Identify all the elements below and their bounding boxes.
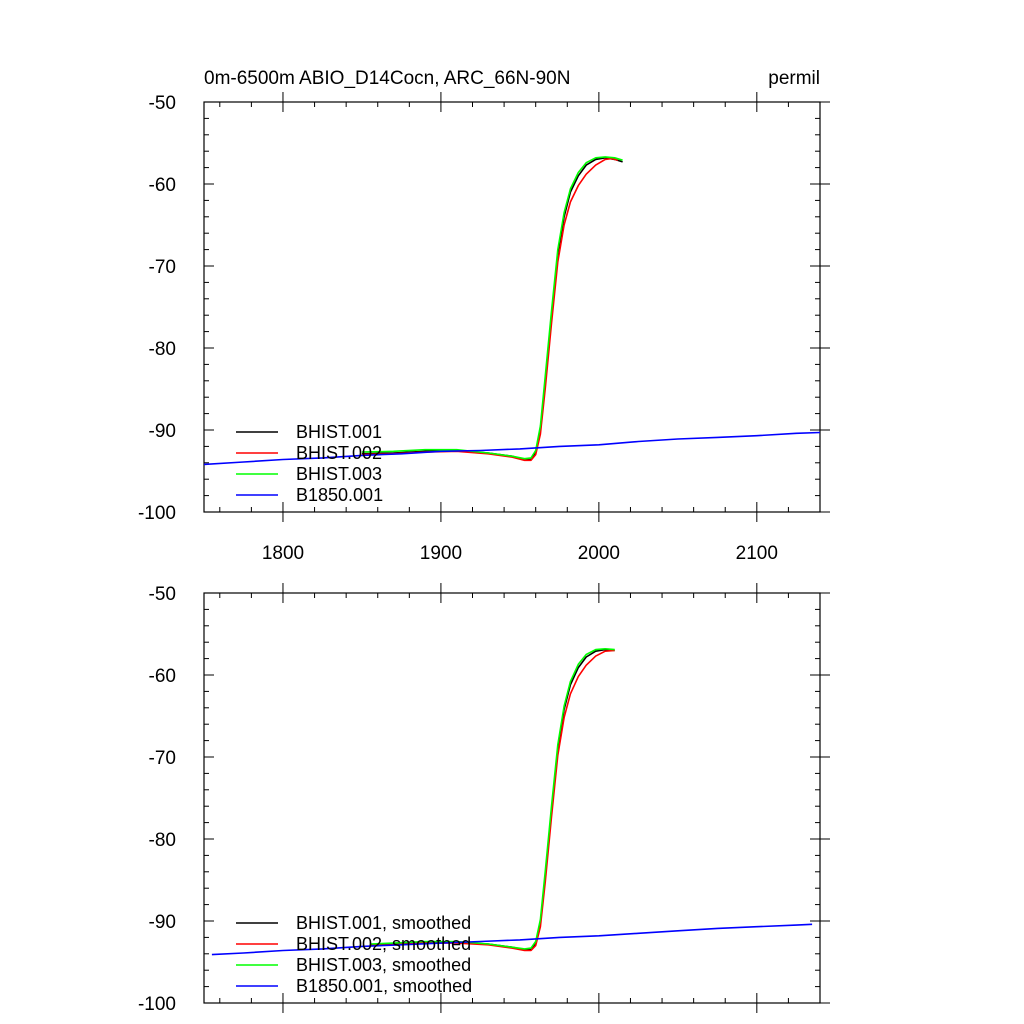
legend-label: BHIST.002: [296, 443, 382, 463]
y-tick-label: -70: [149, 257, 176, 278]
legend-label: B1850.001, smoothed: [296, 976, 472, 996]
series-line-2: [369, 649, 615, 952]
legend-label: BHIST.003, smoothed: [296, 955, 471, 975]
y-tick-label: -90: [149, 421, 176, 442]
plot-frame: [203, 592, 821, 1004]
y-tick-label: -70: [149, 748, 176, 769]
y-tick-label: -50: [149, 584, 176, 605]
series-line-2: [361, 157, 618, 462]
series-line-4: [203, 431, 821, 466]
y-tick-label: -90: [149, 912, 176, 933]
series-line-3: [369, 648, 615, 950]
x-tick-label: 2100: [736, 543, 778, 564]
x-tick-label: 1800: [262, 543, 304, 564]
y-tick-label: -60: [149, 175, 176, 196]
y-tick-label: -100: [138, 503, 176, 524]
series-line-1: [369, 648, 615, 951]
top-panel: 0m-6500m ABIO_D14Cocn, ARC_66N-90N permi…: [138, 68, 830, 564]
legend-label: BHIST.003: [296, 464, 382, 484]
units-label: permil: [768, 68, 820, 89]
y-tick-label: -50: [149, 93, 176, 114]
legend-label: B1850.001: [296, 485, 383, 505]
y-tick-label: -60: [149, 666, 176, 687]
series-line-3: [361, 156, 623, 460]
legend-label: BHIST.001: [296, 422, 382, 442]
chart-title: 0m-6500m ABIO_D14Cocn, ARC_66N-90N: [204, 68, 570, 89]
y-tick-label: -80: [149, 339, 176, 360]
legend-label: BHIST.002, smoothed: [296, 934, 471, 954]
x-tick-label: 1900: [420, 543, 462, 564]
x-tick-label: 2000: [578, 543, 620, 564]
legend-label: BHIST.001, smoothed: [296, 913, 471, 933]
plot-frame: [203, 101, 821, 513]
series-line-1: [361, 157, 623, 461]
y-tick-label: -100: [138, 994, 176, 1015]
y-tick-label: -80: [149, 830, 176, 851]
series-line-4: [211, 923, 813, 956]
